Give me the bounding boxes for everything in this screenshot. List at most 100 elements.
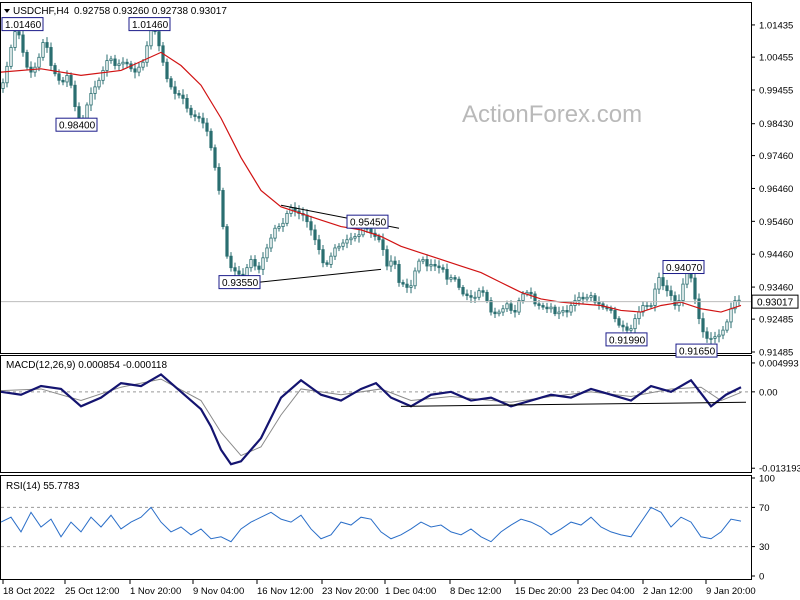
- candle-body: [381, 239, 385, 251]
- triangle-trendline: [240, 268, 382, 285]
- candle-body: [257, 265, 261, 270]
- candle-body: [721, 329, 725, 336]
- candle-body: [485, 291, 489, 301]
- candle-body: [133, 68, 137, 73]
- candle-body: [329, 255, 333, 265]
- price-label-box: [346, 214, 389, 229]
- candle-body: [37, 56, 41, 68]
- rsi-panel: [0, 475, 752, 580]
- ohlc-values: 0.92758 0.93260 0.92738 0.93017: [74, 6, 227, 17]
- candle-body: [589, 295, 593, 298]
- candle-body: [497, 311, 501, 315]
- candle-body: [173, 86, 177, 94]
- price-label-text: 0.91650: [679, 347, 716, 358]
- candle-body: [513, 310, 517, 313]
- candle-body: [637, 311, 641, 320]
- candle-body: [125, 61, 129, 65]
- candle-body: [521, 293, 525, 301]
- time-tick-label: 23 Dec 04:00: [578, 586, 635, 597]
- candle-body: [61, 79, 65, 83]
- candle-body: [557, 311, 561, 315]
- price-tick-label: 0.93460: [759, 283, 793, 294]
- price-label-text: 1.01460: [5, 20, 42, 31]
- candle-body: [45, 42, 49, 48]
- candle-body: [285, 213, 289, 224]
- candle-body: [441, 267, 445, 270]
- candle-body: [561, 310, 565, 313]
- price-label-text: 0.91990: [609, 335, 646, 346]
- candle-body: [437, 265, 441, 269]
- candle-body: [169, 78, 173, 88]
- current-price-label: 0.93017: [757, 298, 794, 309]
- candle-body: [113, 58, 117, 66]
- candle-body: [545, 306, 549, 310]
- candle-body: [481, 290, 485, 293]
- price-label-box: [55, 117, 98, 132]
- time-tick-label: 15 Dec 20:00: [515, 586, 572, 597]
- candle-body: [253, 259, 257, 267]
- candle-body: [221, 190, 225, 227]
- price-label-box: [605, 332, 648, 347]
- candle-body: [105, 60, 109, 71]
- candle-body: [357, 234, 361, 237]
- candle-body: [225, 226, 229, 257]
- candle-body: [137, 66, 141, 73]
- candle-body: [509, 303, 513, 311]
- candle-body: [181, 94, 185, 99]
- candle-body: [317, 239, 321, 251]
- candle-body: [73, 84, 77, 108]
- macd-tick-label: -0.013193: [759, 464, 800, 475]
- price-label: 0.93550: [218, 275, 261, 290]
- candle-body: [321, 249, 325, 264]
- candle-body: [629, 328, 633, 331]
- candle-body: [577, 296, 581, 301]
- time-tick-label: 25 Oct 12:00: [65, 586, 119, 597]
- candle-body: [349, 237, 353, 241]
- price-tick-label: 0.94460: [759, 250, 793, 261]
- candle-body: [109, 58, 113, 61]
- candle-body: [541, 305, 545, 308]
- macd-tick-label: 0.004993: [759, 358, 799, 369]
- price-label-box: [662, 260, 705, 275]
- price-tick-label: 1.00455: [759, 53, 793, 64]
- macd-title: MACD(12,26,9) 0.000854 -0.000118: [6, 360, 167, 371]
- candle-body: [41, 42, 45, 58]
- candle-body: [713, 336, 717, 339]
- price-label-text: 1.01460: [132, 20, 169, 31]
- candle-body: [725, 321, 729, 331]
- price-tick-label: 0.95460: [759, 217, 793, 228]
- symbol-timeframe: USDCHF,H4: [13, 6, 70, 17]
- candle-body: [425, 259, 429, 267]
- candle-body: [333, 247, 337, 257]
- price-label-text: 0.94070: [666, 263, 703, 274]
- candle-body: [621, 324, 625, 328]
- time-tick-label: 23 Nov 20:00: [322, 586, 379, 597]
- candle-body: [261, 257, 265, 270]
- price-label-box: [218, 275, 261, 290]
- time-tick-label: 2 Jan 12:00: [643, 586, 693, 597]
- candle-body: [717, 334, 721, 338]
- candle-body: [669, 290, 673, 297]
- price-label-text: 0.93550: [222, 278, 259, 289]
- candle-body: [65, 74, 69, 83]
- candle-body: [453, 277, 457, 280]
- candle-body: [585, 296, 589, 300]
- macd: MACD(12,26,9) 0.000854 -0.000118 0.00499…: [0, 358, 800, 475]
- candle-body: [401, 282, 405, 285]
- candle-body: [493, 311, 497, 315]
- price-label-box: [1, 17, 44, 32]
- watermark: ActionForex.com: [462, 101, 642, 128]
- candle-body: [701, 318, 705, 333]
- moving-average: [0, 51, 742, 313]
- candle-body: [177, 93, 181, 96]
- rsi-line: [0, 506, 742, 543]
- candle-body: [85, 104, 89, 119]
- candle-body: [309, 221, 313, 231]
- candle-body: [421, 259, 425, 262]
- time-tick-label: 1 Nov 20:00: [130, 586, 181, 597]
- candle-body: [581, 296, 585, 300]
- collapse-triangle-icon[interactable]: [4, 9, 10, 13]
- candle-body: [5, 65, 9, 84]
- candle-body: [341, 242, 345, 247]
- candle-body: [489, 300, 493, 313]
